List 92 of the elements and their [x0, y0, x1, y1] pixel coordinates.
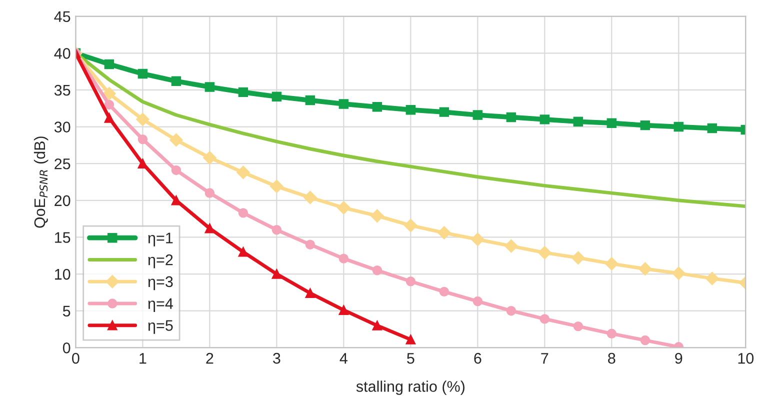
point	[573, 116, 584, 126]
point	[138, 134, 148, 144]
point	[640, 120, 650, 130]
point	[672, 266, 686, 280]
point	[238, 247, 248, 257]
point	[337, 201, 350, 214]
x-tick-label: 10	[738, 352, 754, 364]
point	[272, 224, 282, 235]
x-tick-label: 9	[675, 352, 682, 364]
point	[372, 320, 382, 330]
point	[238, 87, 248, 98]
y-axis-title: QoE$_{PSNR}$ (dB)	[34, 136, 48, 228]
y-tick-label: 15	[55, 232, 70, 243]
point	[538, 246, 552, 260]
point	[506, 112, 516, 122]
point	[170, 133, 183, 147]
point	[439, 286, 450, 297]
point	[605, 257, 618, 270]
point	[606, 118, 617, 128]
legend-label: η=1	[148, 232, 173, 246]
point	[338, 305, 349, 315]
point	[406, 104, 416, 115]
point	[138, 158, 148, 168]
point	[272, 92, 282, 102]
y-tick-label: 25	[54, 158, 70, 170]
point	[372, 102, 382, 112]
point	[674, 122, 684, 132]
point	[204, 82, 215, 92]
point	[272, 269, 282, 279]
point	[338, 254, 349, 264]
point	[406, 334, 416, 344]
point	[638, 262, 652, 276]
legend-label: η=5	[148, 320, 173, 334]
point	[138, 68, 148, 79]
point	[372, 265, 382, 276]
point	[270, 180, 284, 194]
point	[540, 114, 550, 124]
point	[572, 251, 585, 264]
point	[506, 306, 516, 316]
point	[540, 314, 550, 324]
point	[640, 335, 650, 346]
point	[370, 209, 384, 222]
point	[707, 123, 718, 134]
x-axis-title: stalling ratio (%)	[356, 380, 464, 395]
legend-label: η=4	[148, 298, 173, 312]
legend-label: η=2	[148, 254, 173, 268]
point	[472, 296, 483, 306]
point	[104, 100, 114, 110]
point	[204, 224, 215, 234]
point	[504, 239, 518, 253]
point	[338, 99, 349, 109]
point	[204, 188, 215, 198]
point	[305, 240, 316, 250]
x-tick-label: 5	[407, 353, 414, 364]
point	[203, 151, 216, 164]
point	[171, 76, 182, 86]
point	[104, 59, 114, 70]
point	[606, 328, 617, 339]
point	[104, 113, 114, 123]
point	[171, 165, 182, 176]
point	[136, 112, 150, 126]
point	[238, 208, 248, 218]
x-tick-label: 6	[474, 352, 482, 364]
point	[706, 272, 719, 286]
legend-label: η=3	[148, 276, 173, 290]
x-tick-label: 1	[140, 353, 146, 364]
point	[471, 232, 484, 246]
x-tick-label: 0	[72, 352, 80, 364]
y-tick-label: 5	[62, 306, 70, 317]
point	[102, 87, 116, 100]
point	[236, 166, 250, 180]
point	[305, 288, 316, 298]
y-tick-label: 45	[54, 11, 70, 22]
x-tick-label: 7	[541, 353, 548, 364]
y-tick-label: 20	[54, 195, 70, 206]
point	[404, 218, 418, 232]
y-tick-label: 10	[55, 268, 70, 280]
x-tick-label: 4	[340, 353, 348, 364]
point	[305, 95, 316, 106]
y-tick-label: 0	[62, 342, 70, 354]
point	[438, 226, 451, 240]
y-tick-label: 30	[54, 122, 70, 132]
x-tick-label: 3	[273, 352, 280, 364]
point	[573, 321, 584, 332]
x-tick-label: 8	[608, 352, 616, 364]
point	[439, 107, 450, 117]
y-tick-label: 40	[54, 48, 70, 59]
y-tick-label: 35	[54, 84, 70, 96]
point	[304, 190, 317, 204]
point	[406, 276, 416, 286]
x-tick-label: 2	[206, 352, 214, 364]
point	[472, 110, 483, 120]
